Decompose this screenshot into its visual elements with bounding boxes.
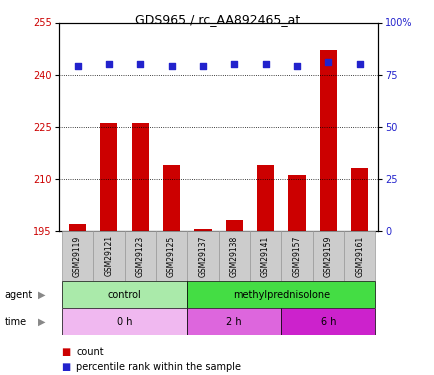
Bar bbox=[194, 229, 211, 231]
Text: GSM29119: GSM29119 bbox=[73, 236, 82, 277]
Bar bbox=[281, 231, 312, 281]
Bar bbox=[163, 165, 180, 231]
Bar bbox=[187, 231, 218, 281]
Text: GSM29137: GSM29137 bbox=[198, 235, 207, 277]
Text: GSM29138: GSM29138 bbox=[229, 236, 238, 277]
Text: time: time bbox=[4, 317, 26, 327]
Bar bbox=[69, 224, 86, 231]
Bar bbox=[132, 123, 148, 231]
Text: methylprednisolone: methylprednisolone bbox=[232, 290, 329, 300]
Bar bbox=[62, 308, 187, 335]
Bar bbox=[288, 175, 305, 231]
Point bbox=[324, 59, 331, 65]
Bar bbox=[319, 50, 336, 231]
Text: 6 h: 6 h bbox=[320, 317, 335, 327]
Text: GSM29159: GSM29159 bbox=[323, 235, 332, 277]
Bar bbox=[312, 231, 343, 281]
Bar bbox=[250, 231, 281, 281]
Text: 0 h: 0 h bbox=[117, 317, 132, 327]
Bar bbox=[256, 165, 273, 231]
Point bbox=[136, 61, 143, 67]
Bar bbox=[350, 168, 368, 231]
Text: ■: ■ bbox=[61, 347, 70, 357]
Bar bbox=[62, 231, 93, 281]
Bar bbox=[343, 231, 375, 281]
Text: percentile rank within the sample: percentile rank within the sample bbox=[76, 362, 240, 372]
Bar bbox=[225, 220, 242, 231]
Bar bbox=[100, 123, 117, 231]
Point bbox=[199, 63, 206, 69]
Bar bbox=[124, 231, 155, 281]
Text: GSM29141: GSM29141 bbox=[260, 236, 270, 277]
Text: GSM29157: GSM29157 bbox=[292, 235, 301, 277]
Point bbox=[230, 61, 237, 67]
Bar bbox=[187, 281, 375, 308]
Bar bbox=[93, 231, 124, 281]
Text: ▶: ▶ bbox=[38, 317, 46, 327]
Point bbox=[74, 63, 81, 69]
Text: agent: agent bbox=[4, 290, 33, 300]
Bar bbox=[187, 308, 281, 335]
Text: GDS965 / rc_AA892465_at: GDS965 / rc_AA892465_at bbox=[135, 13, 299, 26]
Text: GSM29123: GSM29123 bbox=[135, 236, 145, 277]
Point bbox=[262, 61, 269, 67]
Text: 2 h: 2 h bbox=[226, 317, 241, 327]
Point bbox=[168, 63, 174, 69]
Text: GSM29121: GSM29121 bbox=[104, 236, 113, 276]
Point bbox=[355, 61, 362, 67]
Text: count: count bbox=[76, 347, 104, 357]
Text: ▶: ▶ bbox=[38, 290, 46, 300]
Bar bbox=[218, 231, 250, 281]
Text: GSM29161: GSM29161 bbox=[354, 236, 363, 277]
Bar bbox=[155, 231, 187, 281]
Point bbox=[105, 61, 112, 67]
Bar bbox=[62, 281, 187, 308]
Bar bbox=[281, 308, 375, 335]
Point bbox=[293, 63, 300, 69]
Text: GSM29125: GSM29125 bbox=[167, 236, 176, 277]
Text: control: control bbox=[108, 290, 141, 300]
Text: ■: ■ bbox=[61, 362, 70, 372]
